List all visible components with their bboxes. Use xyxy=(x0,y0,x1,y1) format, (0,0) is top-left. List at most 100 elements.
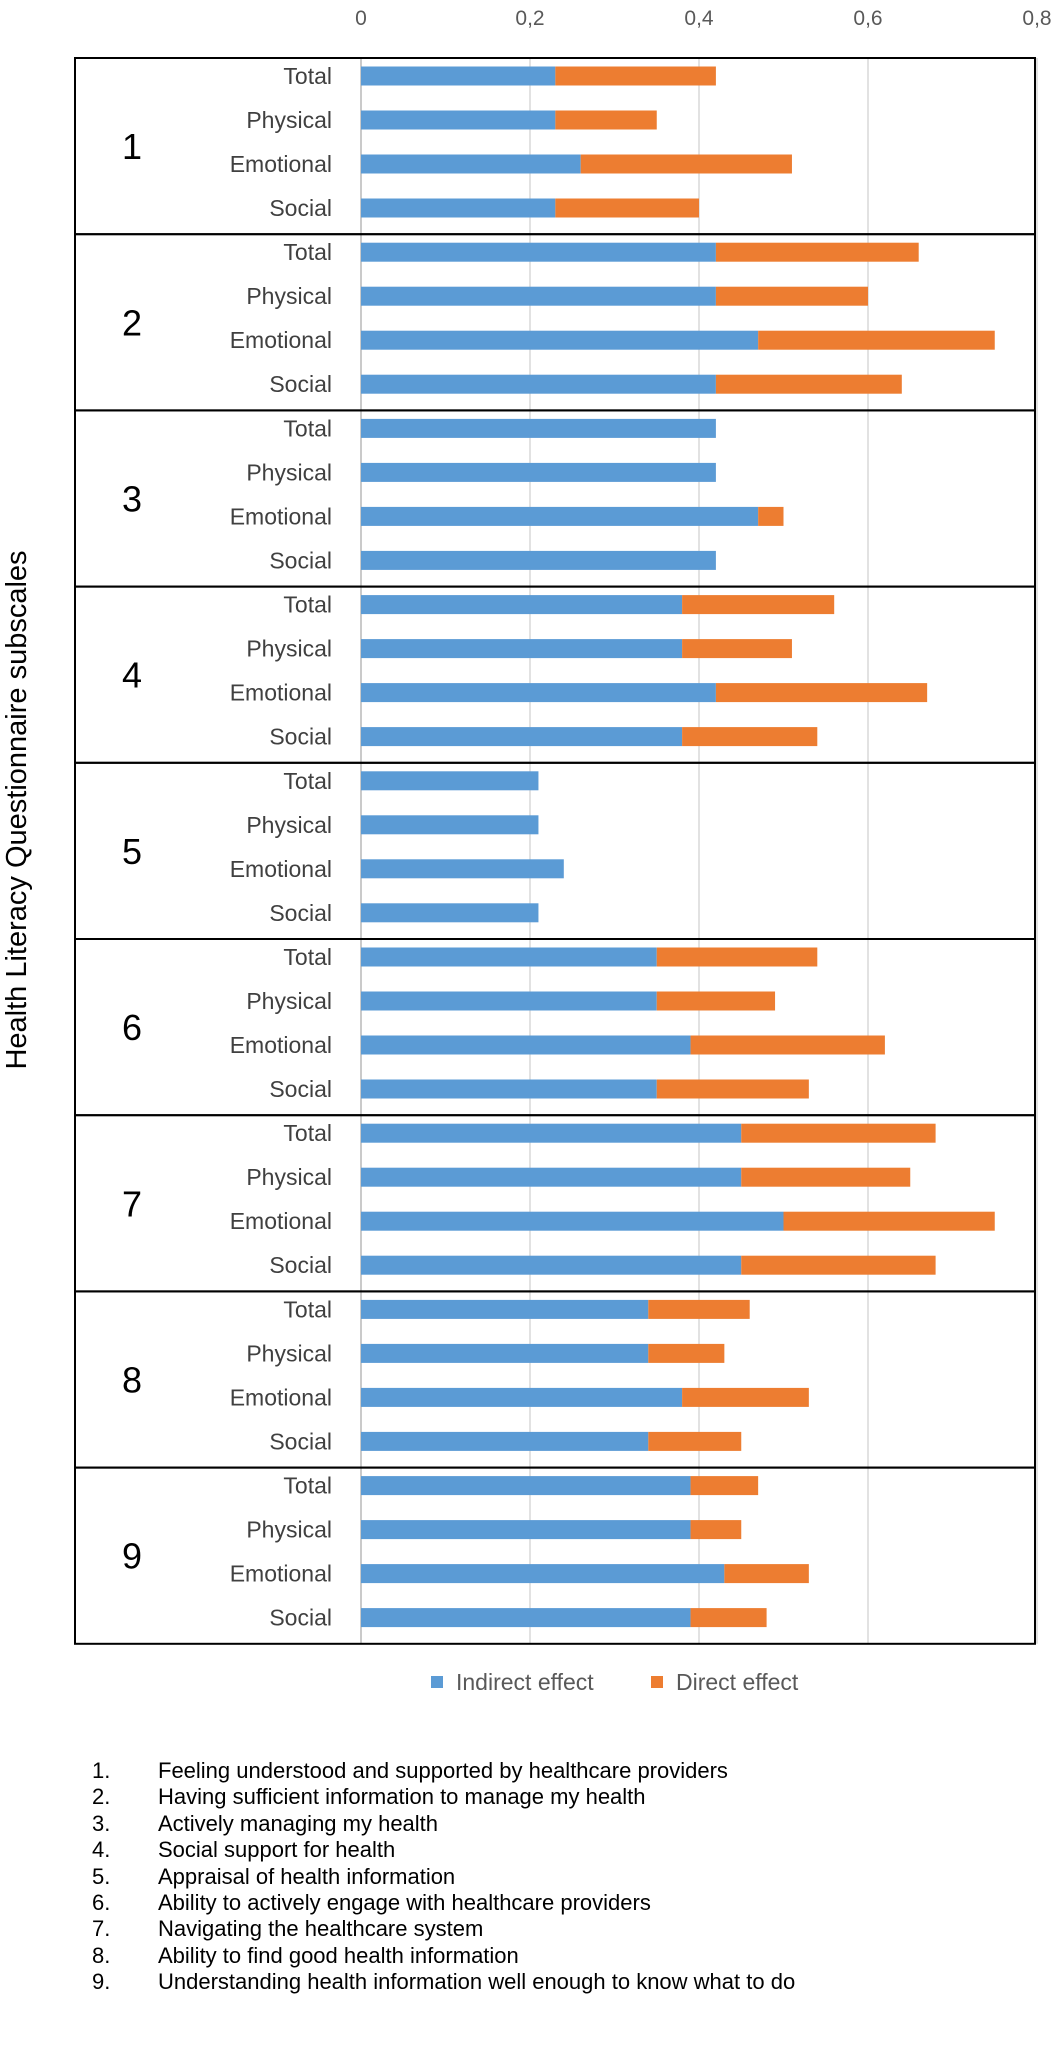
category-label: Social xyxy=(269,195,332,221)
footnote-number: 9. xyxy=(92,1969,111,1995)
x-tick-label: 0,2 xyxy=(515,7,544,30)
footnote-number: 3. xyxy=(92,1810,111,1836)
footnote-item: 3. Actively managing my health xyxy=(92,1811,1052,1837)
footnote-text: Understanding health information well en… xyxy=(158,1969,796,1995)
bar-direct-effect xyxy=(741,1255,936,1275)
bar-indirect-effect xyxy=(361,1343,649,1363)
bar-indirect-effect xyxy=(361,1299,649,1319)
footnote-item: 9. Understanding health information well … xyxy=(92,1969,1052,1995)
bar-direct-effect xyxy=(758,506,784,526)
bar-indirect-effect xyxy=(361,1167,742,1187)
bar-direct-effect xyxy=(656,947,818,967)
category-label: Total xyxy=(283,1296,332,1322)
category-label: Social xyxy=(269,1076,332,1102)
footnote-text: Appraisal of health information xyxy=(158,1863,456,1889)
group-number-label: 6 xyxy=(122,1007,142,1048)
bar-indirect-effect xyxy=(361,1255,742,1275)
bar-indirect-effect xyxy=(361,286,716,306)
category-label: Total xyxy=(283,768,332,794)
category-label: Emotional xyxy=(230,680,332,706)
bar-direct-effect xyxy=(580,154,792,174)
group-number-label: 3 xyxy=(122,479,142,520)
bar-indirect-effect xyxy=(361,1211,784,1231)
bar-indirect-effect xyxy=(361,1564,725,1584)
bar-indirect-effect xyxy=(361,462,716,482)
category-label: Physical xyxy=(246,1164,332,1190)
bar-indirect-effect xyxy=(361,1079,657,1099)
bar-indirect-effect xyxy=(361,639,683,659)
x-tick-label: 0 xyxy=(355,7,367,30)
bar-indirect-effect xyxy=(361,859,564,879)
bar-direct-effect xyxy=(656,1079,809,1099)
stacked-bar-chart: 0 0,2 0,4 0,6 0,8 Total Physical Emotional Soci… xyxy=(1,7,1052,1695)
legend-swatch-direct xyxy=(651,1676,663,1688)
footnote-item: 6. Ability to actively engage with health… xyxy=(92,1890,1052,1916)
bar-direct-effect xyxy=(715,683,928,703)
footnote-item: 2. Having sufficient information to manag… xyxy=(92,1784,1052,1810)
footnote-list: 1. Feeling understood and supported by he… xyxy=(92,1758,1052,1996)
bar-direct-effect xyxy=(724,1564,809,1584)
bar-direct-effect xyxy=(555,110,657,130)
bar-direct-effect xyxy=(690,1608,767,1628)
category-label: Social xyxy=(269,1428,332,1454)
bar-direct-effect xyxy=(758,330,995,350)
footnote-number: 7. xyxy=(92,1916,111,1942)
category-label: Physical xyxy=(246,1517,332,1543)
category-label: Physical xyxy=(246,107,332,133)
footnote-text: Ability to actively engage with healthca… xyxy=(158,1889,651,1915)
bar-direct-effect xyxy=(783,1211,995,1231)
footnote-number: 8. xyxy=(92,1942,111,1968)
bar-direct-effect xyxy=(682,1387,809,1407)
bar-indirect-effect xyxy=(361,683,716,703)
footnote-number: 6. xyxy=(92,1889,111,1915)
bar-indirect-effect xyxy=(361,418,716,438)
group-frame xyxy=(74,1466,1036,1645)
category-label: Emotional xyxy=(230,327,332,353)
bar-direct-effect xyxy=(648,1431,742,1451)
legend-label-indirect: Indirect effect xyxy=(456,1669,594,1695)
bar-indirect-effect xyxy=(361,110,556,130)
group-number-label: 1 xyxy=(122,126,142,167)
footnote-number: 1. xyxy=(92,1758,111,1783)
footnote-number: 2. xyxy=(92,1784,111,1810)
category-label: Physical xyxy=(246,283,332,309)
group-frame xyxy=(74,761,1036,940)
bar-indirect-effect xyxy=(361,1387,683,1407)
bar-direct-effect xyxy=(682,727,818,747)
bar-direct-effect xyxy=(682,639,792,659)
bar-direct-effect xyxy=(555,198,699,218)
footnote-item: 8. Ability to find good health informatio… xyxy=(92,1943,1052,1969)
bar-direct-effect xyxy=(715,286,868,306)
footnote-text: Actively managing my health xyxy=(158,1810,439,1836)
y-axis-label: Health Literacy Questionnaire subscales xyxy=(1,550,33,1069)
bar-indirect-effect xyxy=(361,330,759,350)
bar-direct-effect xyxy=(741,1167,911,1187)
bar-indirect-effect xyxy=(361,550,716,570)
category-label: Emotional xyxy=(230,503,332,529)
footnote-number: 5. xyxy=(92,1863,111,1889)
bar-indirect-effect xyxy=(361,1608,691,1628)
category-label: Physical xyxy=(246,459,332,485)
category-label: Emotional xyxy=(230,151,332,177)
category-label: Social xyxy=(269,371,332,397)
legend: Indirect effect Direct effect xyxy=(431,1669,799,1695)
category-label: Emotional xyxy=(230,856,332,882)
bar-indirect-effect xyxy=(361,66,556,86)
bar-indirect-effect xyxy=(361,815,539,835)
footnote-item: 4. Social support for health xyxy=(92,1837,1052,1863)
category-label: Emotional xyxy=(230,1032,332,1058)
group-number-label: 8 xyxy=(122,1360,142,1401)
category-label: Total xyxy=(283,239,332,265)
group-number-label: 9 xyxy=(122,1536,142,1577)
footnote-text: Ability to find good health information xyxy=(158,1942,519,1968)
bar-direct-effect xyxy=(690,1035,885,1055)
bar-indirect-effect xyxy=(361,727,683,747)
bar-indirect-effect xyxy=(361,991,657,1011)
bar-direct-effect xyxy=(741,1123,936,1143)
category-label: Physical xyxy=(246,988,332,1014)
bar-direct-effect xyxy=(656,991,776,1011)
bar-indirect-effect xyxy=(361,903,539,923)
category-label: Social xyxy=(269,724,332,750)
category-label: Physical xyxy=(246,1340,332,1366)
group-number-label: 2 xyxy=(122,302,142,343)
